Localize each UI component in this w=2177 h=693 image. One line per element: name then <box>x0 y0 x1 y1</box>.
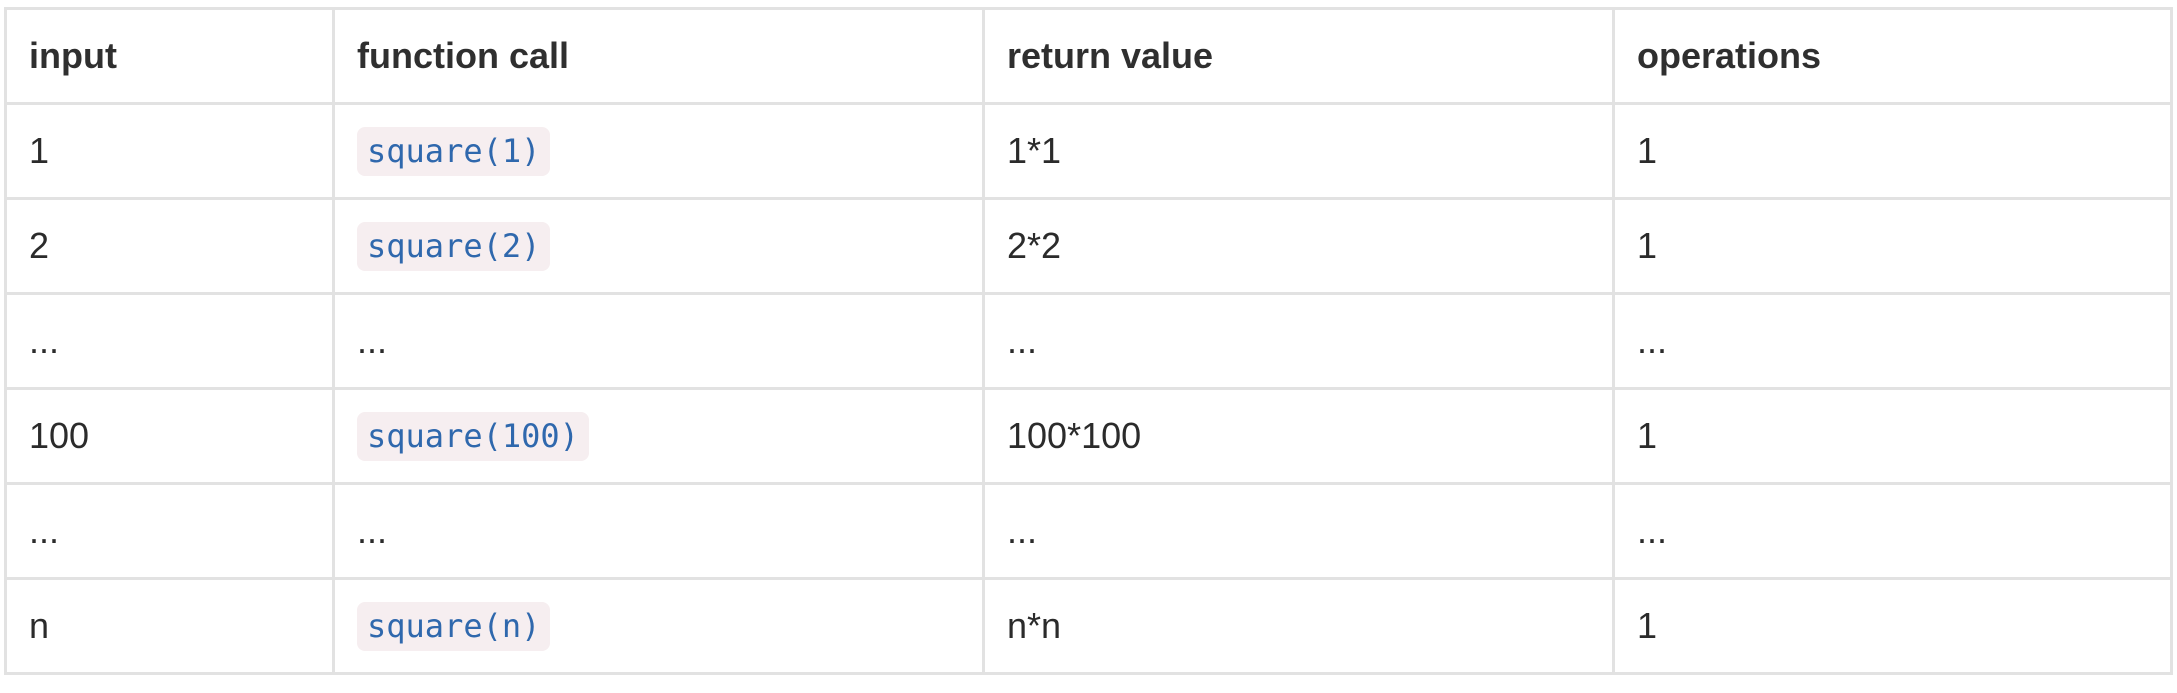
data-table: input function call return value operati… <box>4 7 2173 675</box>
cell-operations: 1 <box>1612 102 2173 200</box>
cell-return-value: 2*2 <box>982 197 1615 295</box>
cell-function-call: square(2) <box>332 197 985 295</box>
cell-function-call: square(100) <box>332 387 985 485</box>
inline-code: square(n) <box>357 601 551 651</box>
header-operations: operations <box>1612 7 2173 105</box>
cell-input: 2 <box>4 197 335 295</box>
cell-return-value: 1*1 <box>982 102 1615 200</box>
inline-code: square(2) <box>357 221 551 271</box>
cell-function-call: ... <box>332 482 985 580</box>
table-row: 1 square(1) 1*1 1 <box>4 102 2173 200</box>
cell-function-call: ... <box>332 292 985 390</box>
table-row: n square(n) n*n 1 <box>4 577 2173 675</box>
cell-input: n <box>4 577 335 675</box>
header-function-call: function call <box>332 7 985 105</box>
cell-input: ... <box>4 292 335 390</box>
cell-input: 100 <box>4 387 335 485</box>
cell-function-call: square(1) <box>332 102 985 200</box>
cell-input: ... <box>4 482 335 580</box>
cell-return-value: 100*100 <box>982 387 1615 485</box>
inline-code: square(1) <box>357 126 551 176</box>
inline-code: square(100) <box>357 411 589 461</box>
cell-operations: 1 <box>1612 197 2173 295</box>
header-return-value: return value <box>982 7 1615 105</box>
cell-return-value: n*n <box>982 577 1615 675</box>
cell-return-value: ... <box>982 292 1615 390</box>
cell-operations: ... <box>1612 292 2173 390</box>
table-header-row: input function call return value operati… <box>4 7 2173 105</box>
cell-function-call: square(n) <box>332 577 985 675</box>
cell-operations: ... <box>1612 482 2173 580</box>
cell-input: 1 <box>4 102 335 200</box>
table-row: ... ... ... ... <box>4 482 2173 580</box>
cell-return-value: ... <box>982 482 1615 580</box>
header-input: input <box>4 7 335 105</box>
table-row: 2 square(2) 2*2 1 <box>4 197 2173 295</box>
cell-operations: 1 <box>1612 387 2173 485</box>
cell-operations: 1 <box>1612 577 2173 675</box>
table-row: ... ... ... ... <box>4 292 2173 390</box>
table-row: 100 square(100) 100*100 1 <box>4 387 2173 485</box>
